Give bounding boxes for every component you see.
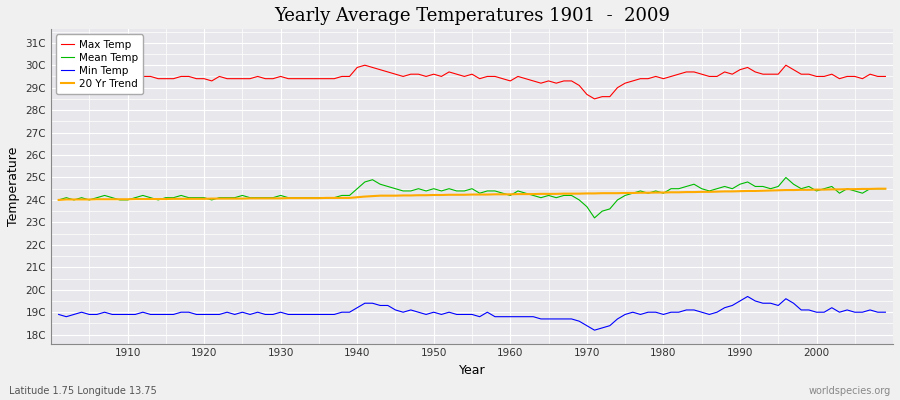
Line: Mean Temp: Mean Temp [58, 178, 886, 218]
Title: Yearly Average Temperatures 1901  -  2009: Yearly Average Temperatures 1901 - 2009 [274, 7, 670, 25]
Min Temp [114, 312, 125, 317]
Mean Temp [497, 191, 508, 196]
20 Yr Trend [497, 192, 508, 197]
20 Yr Trend [597, 191, 608, 196]
Mean Temp [505, 193, 516, 198]
20 Yr Trend [505, 192, 516, 197]
Min Temp [53, 312, 64, 317]
20 Yr Trend [872, 186, 883, 191]
Mean Temp [590, 216, 600, 220]
Mean Temp [605, 206, 616, 211]
20 Yr Trend [53, 198, 64, 202]
Min Temp [505, 314, 516, 319]
Min Temp [283, 312, 293, 317]
Legend: Max Temp, Mean Temp, Min Temp, 20 Yr Trend: Max Temp, Mean Temp, Min Temp, 20 Yr Tre… [56, 34, 143, 94]
Mean Temp [328, 195, 339, 200]
Max Temp [612, 85, 623, 90]
X-axis label: Year: Year [459, 364, 485, 377]
Y-axis label: Temperature: Temperature [7, 147, 20, 226]
Max Temp [53, 81, 64, 86]
Mean Temp [283, 195, 293, 200]
20 Yr Trend [328, 196, 339, 200]
Text: worldspecies.org: worldspecies.org [809, 386, 891, 396]
20 Yr Trend [283, 196, 293, 200]
20 Yr Trend [114, 197, 125, 202]
Mean Temp [114, 198, 125, 202]
Line: Max Temp: Max Temp [58, 65, 886, 99]
Max Temp [505, 78, 516, 83]
Text: Latitude 1.75 Longitude 13.75: Latitude 1.75 Longitude 13.75 [9, 386, 157, 396]
20 Yr Trend [880, 186, 891, 191]
Line: Min Temp: Min Temp [58, 296, 886, 330]
Min Temp [742, 294, 753, 299]
Mean Temp [780, 175, 791, 180]
Mean Temp [880, 186, 891, 191]
Max Temp [114, 78, 125, 83]
Max Temp [880, 74, 891, 79]
Min Temp [497, 314, 508, 319]
Min Temp [880, 310, 891, 315]
Max Temp [590, 96, 600, 101]
Mean Temp [53, 198, 64, 202]
Max Temp [283, 76, 293, 81]
Max Temp [328, 76, 339, 81]
Min Temp [605, 323, 616, 328]
Line: 20 Yr Trend: 20 Yr Trend [58, 189, 886, 200]
Max Temp [513, 74, 524, 79]
Min Temp [590, 328, 600, 332]
Max Temp [359, 63, 370, 68]
Min Temp [328, 312, 339, 317]
